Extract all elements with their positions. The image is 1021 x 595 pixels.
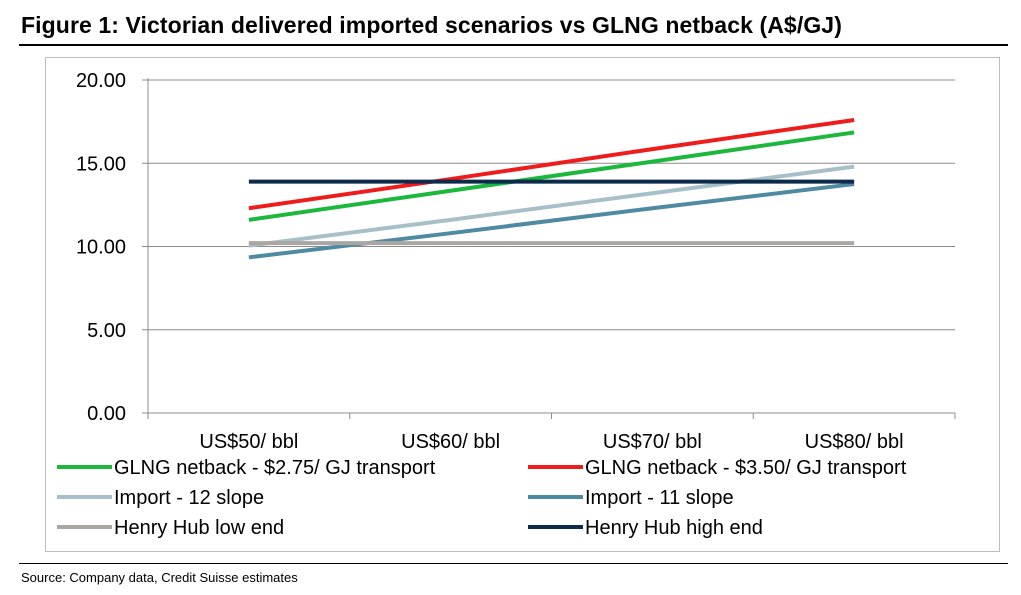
title-rule [19,44,1008,46]
grid-lines [148,79,955,331]
y-tick-label: 20.00 [76,70,126,92]
series-line-1 [248,130,855,222]
x-tick-label: US$70/ bbl [603,431,702,453]
source-note: Source: Company data, Credit Suisse esti… [21,570,298,585]
x-tick-labels: US$50/ bbl US$60/ bbl US$70/ bbl US$80/ bbl [199,431,903,453]
legend-label: GLNG netback - $3.50/ GJ transport [585,457,907,479]
legend-label: GLNG netback - $2.75/ GJ transport [114,457,436,479]
y-tick-label: 10.00 [76,237,126,259]
chart-title: Figure 1: Victorian delivered imported s… [21,12,842,38]
x-tick-label: US$60/ bbl [401,431,500,453]
legend-label: Import - 11 slope [585,487,734,509]
y-tick-label: 0.00 [87,403,126,425]
series-line-2 [248,117,855,211]
series-lines [248,117,855,260]
y-tick-labels: 0.00 5.00 10.00 15.00 20.00 [76,70,126,425]
chart-frame [45,57,1000,552]
footer-rule [19,563,1008,564]
x-tick-label: US$80/ bbl [805,431,904,453]
legend: GLNG netback - $2.75/ GJ transport GLNG n… [57,457,907,539]
x-tick-label: US$50/ bbl [199,431,298,453]
y-tick-label: 5.00 [87,320,126,342]
legend-label: Henry Hub low end [114,517,284,539]
legend-label: Henry Hub high end [585,517,763,539]
series-line-4 [248,182,855,260]
axes [142,78,956,419]
y-tick-label: 15.00 [76,153,126,175]
legend-label: Import - 12 slope [114,487,264,509]
